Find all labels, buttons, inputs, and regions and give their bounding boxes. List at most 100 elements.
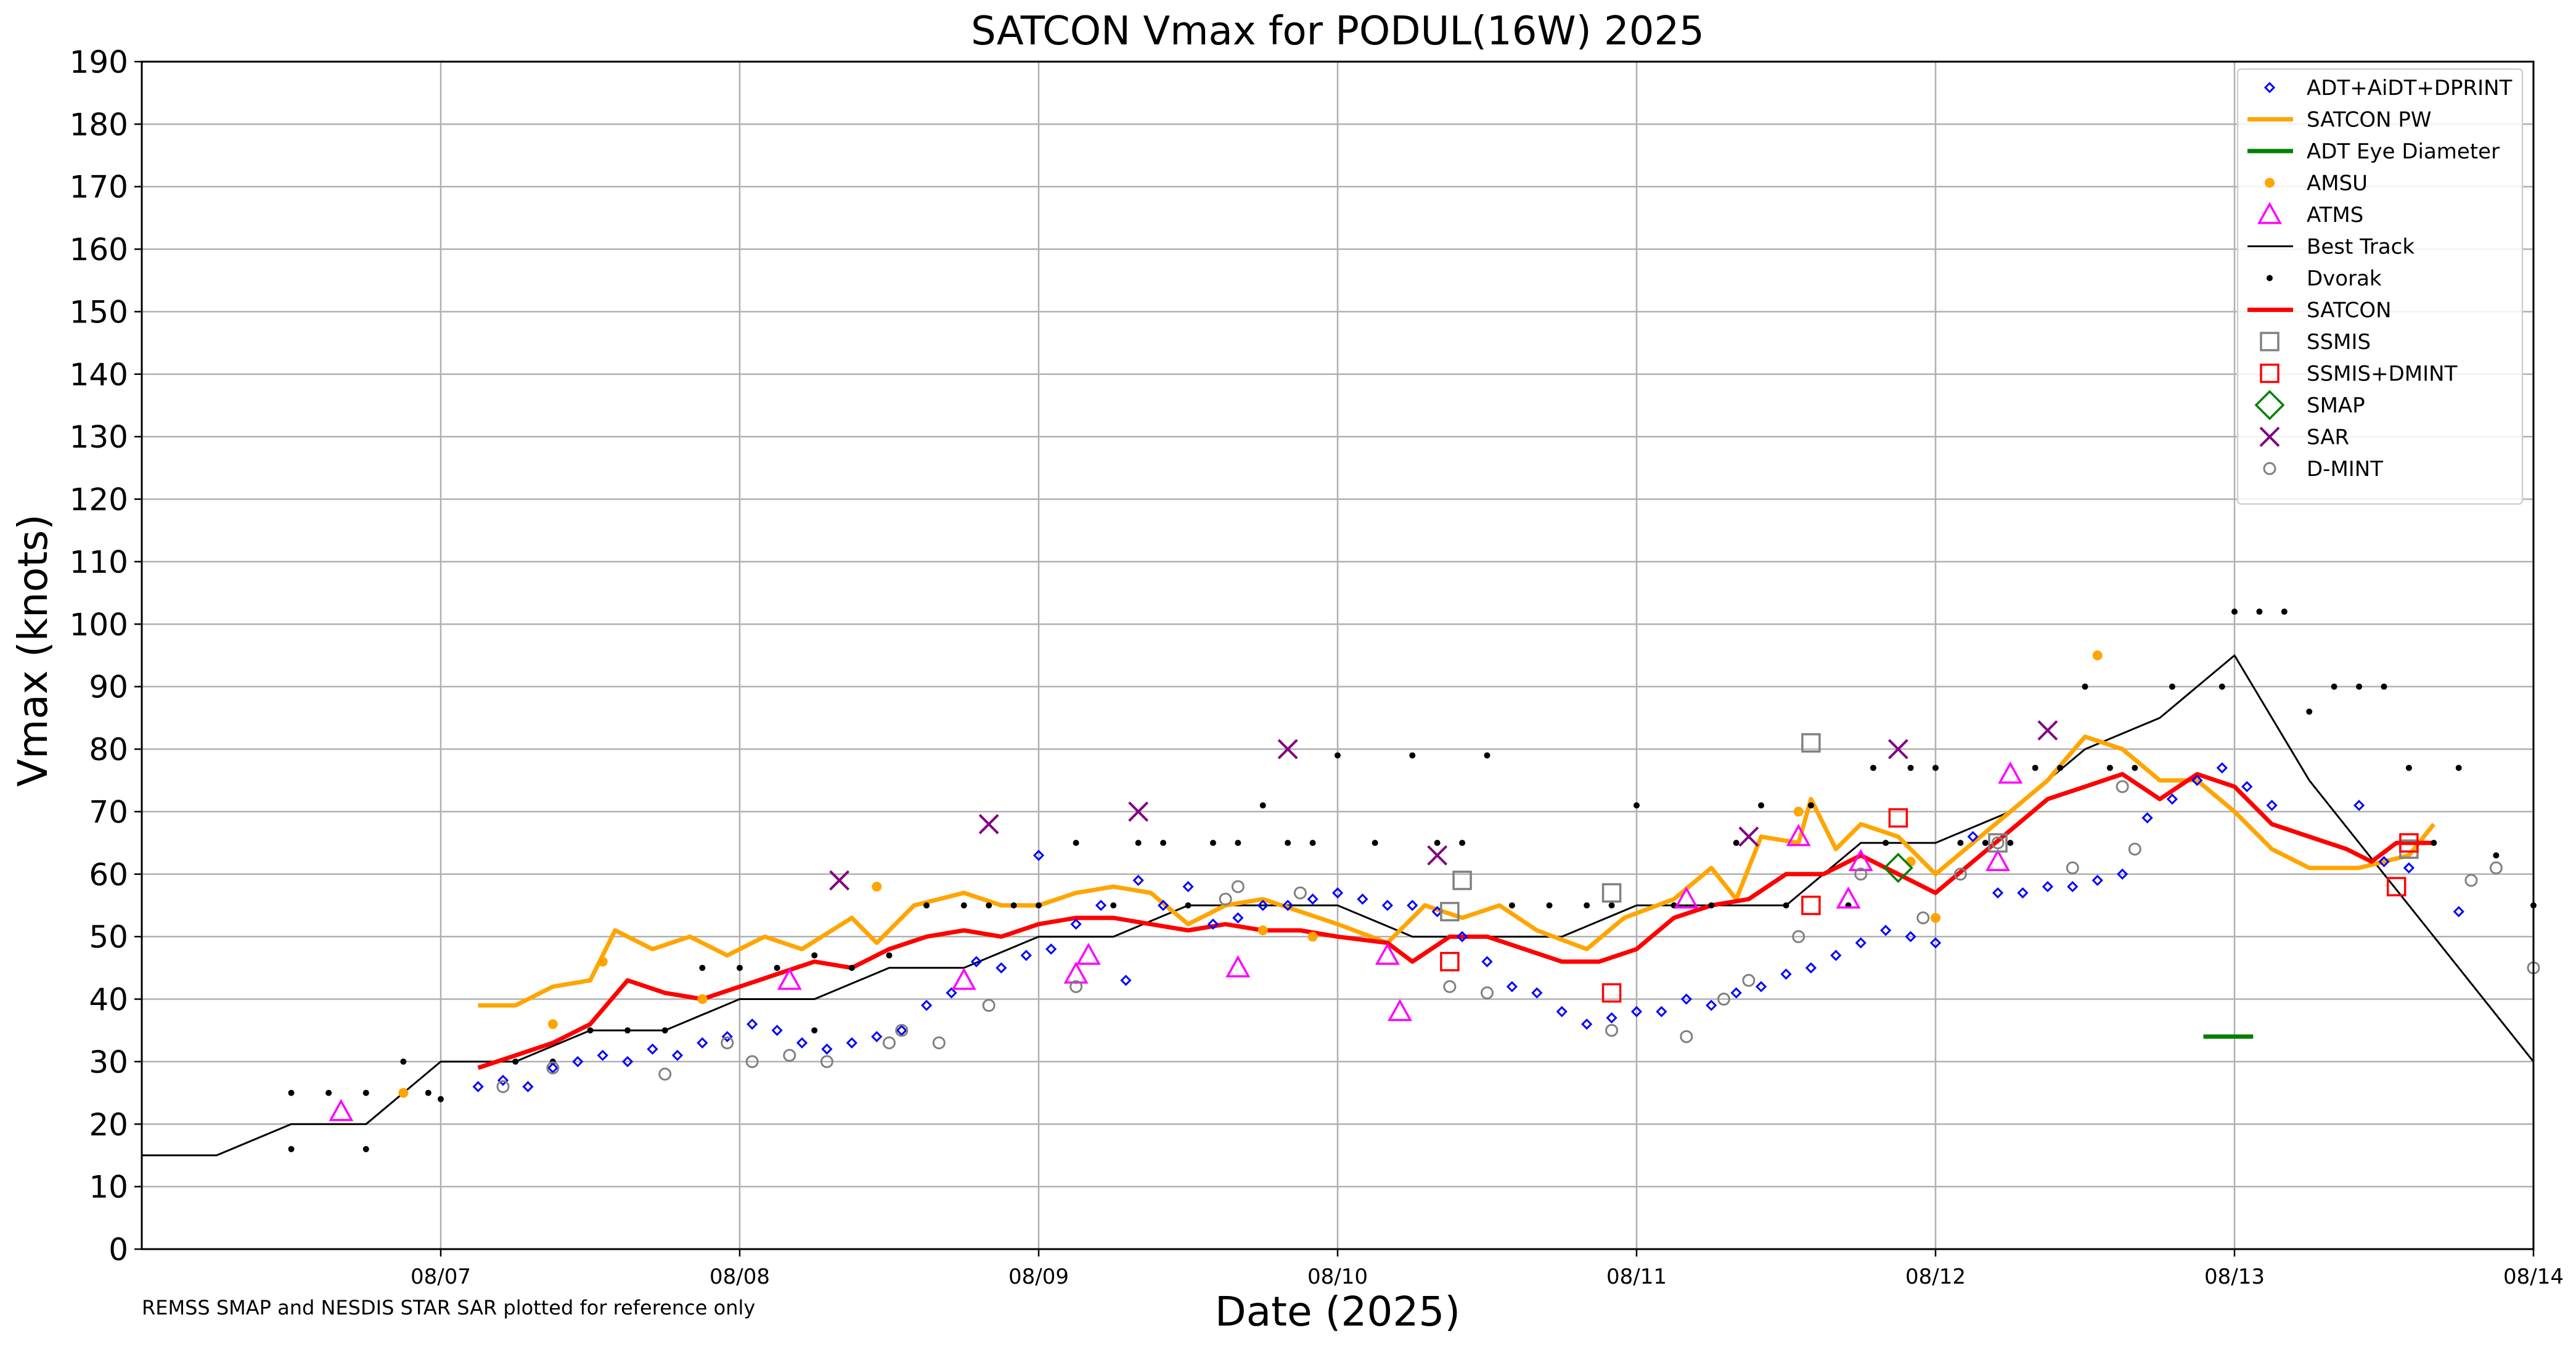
series-amsu — [398, 650, 2103, 1098]
legend-entry-sar: SAR — [2259, 425, 2349, 450]
data-point-amsu — [2092, 650, 2103, 660]
data-point-adt — [1307, 893, 1319, 905]
data-point-adt — [946, 987, 957, 999]
legend-entry-amsu: AMSU — [2265, 171, 2368, 196]
data-point-atms — [777, 967, 802, 990]
data-point-amsu — [697, 994, 708, 1004]
y-tick-label: 140 — [70, 357, 128, 393]
legend-label-eye: ADT Eye Diameter — [2307, 139, 2500, 164]
data-point-sar — [1128, 802, 1149, 822]
data-point-dvorak — [2231, 609, 2238, 615]
series-pw — [478, 734, 2436, 1008]
data-point-dvorak — [2218, 683, 2225, 690]
legend-frame — [2236, 68, 2524, 505]
data-point-dvorak — [811, 1027, 818, 1034]
y-tick-label: 170 — [70, 170, 128, 205]
data-point-dvorak — [2082, 683, 2088, 690]
data-point-dmint — [783, 1049, 796, 1062]
data-point-atms — [1848, 848, 1873, 871]
data-point-dvorak — [2132, 765, 2138, 771]
data-point-adt — [796, 1037, 808, 1049]
data-point-atms — [1063, 961, 1089, 984]
data-point-adt — [647, 1043, 658, 1055]
data-point-adt — [1282, 900, 1294, 911]
data-point-sar — [1427, 845, 1448, 866]
data-point-dvorak — [1932, 765, 1939, 771]
data-point-dvorak — [960, 902, 967, 909]
data-point-sar — [1738, 826, 1759, 847]
data-point-dmint — [982, 999, 996, 1012]
data-point-ssmis — [1452, 871, 1472, 890]
series-atms — [329, 761, 2023, 1121]
data-point-adt — [2453, 906, 2464, 917]
series-line-satcon — [477, 772, 2434, 1070]
data-point-adt — [846, 1037, 857, 1049]
data-point-dvorak — [1584, 902, 1590, 909]
data-point-dmint — [1605, 1023, 1619, 1037]
legend-entry-dmint: D-MINT — [2263, 457, 2383, 482]
data-point-dvorak — [1546, 902, 1553, 909]
legend-label-dvorak: Dvorak — [2307, 266, 2382, 291]
data-point-dvorak — [362, 1146, 369, 1152]
data-point-dvorak — [2306, 708, 2313, 715]
data-point-adt — [1967, 830, 1979, 843]
data-point-atms — [1786, 824, 1811, 847]
data-point-dmint — [1219, 892, 1232, 906]
data-point-adt — [1456, 931, 1468, 943]
data-point-adt — [1905, 931, 1916, 943]
data-point-dvorak — [1883, 840, 1889, 847]
series-line-best — [142, 654, 2535, 1157]
data-point-adt — [472, 1081, 484, 1093]
data-point-adt — [497, 1075, 509, 1086]
legend-marker-dvorak — [2267, 275, 2273, 281]
data-point-dmint — [1742, 974, 1756, 987]
x-tick-label: 08/09 — [1008, 1265, 1069, 1289]
data-point-dvorak — [587, 1027, 594, 1034]
legend-label-dmint: D-MINT — [2307, 457, 2383, 482]
data-point-dmint — [745, 1055, 759, 1068]
data-point-adt — [1706, 999, 1717, 1011]
legend-label-ssmis: SSMIS — [2307, 330, 2371, 355]
data-point-dvorak — [2356, 683, 2363, 690]
data-point-dvorak — [886, 952, 893, 959]
data-point-dvorak — [2057, 765, 2064, 771]
y-tick-label: 110 — [70, 544, 128, 580]
data-point-dvorak — [1409, 752, 1416, 759]
y-tick-label: 50 — [89, 919, 128, 955]
data-point-adt — [2166, 793, 2178, 805]
legend-marker-dmint — [2263, 462, 2276, 475]
y-tick-label: 80 — [89, 732, 128, 768]
data-point-ssmisd — [1440, 951, 1460, 972]
data-point-dmint — [2066, 861, 2079, 875]
y-tick-label: 190 — [70, 44, 128, 80]
data-point-adt — [2191, 774, 2203, 786]
legend-marker-sar — [2259, 427, 2280, 447]
data-point-adt — [2117, 868, 2128, 880]
series-satcon — [477, 772, 2434, 1070]
data-point-dvorak — [2331, 683, 2337, 690]
data-point-adt — [2042, 880, 2053, 893]
data-point-dmint — [496, 1080, 510, 1093]
data-point-amsu — [1793, 806, 1804, 817]
y-tick-label: 100 — [70, 607, 128, 642]
data-point-dvorak — [1135, 840, 1142, 847]
data-point-dmint — [1293, 886, 1307, 900]
data-point-adt — [970, 956, 983, 967]
data-point-sar — [829, 870, 850, 891]
data-point-adt — [1381, 900, 1393, 911]
data-point-atms — [1836, 886, 1861, 909]
data-point-dvorak — [2106, 765, 2113, 771]
x-tick-label: 08/07 — [411, 1265, 471, 1289]
data-point-adt — [1157, 900, 1169, 911]
data-point-adt — [996, 962, 1007, 974]
data-point-atms — [1076, 942, 1101, 965]
data-point-adt — [1656, 1006, 1667, 1017]
data-point-adt — [1331, 887, 1344, 899]
data-point-dvorak — [923, 902, 930, 909]
series-adt — [472, 762, 2464, 1093]
data-point-dvorak — [2405, 765, 2412, 771]
data-point-adt — [1680, 993, 1692, 1005]
data-point-adt — [1506, 981, 1518, 993]
data-point-adt — [2353, 800, 2365, 811]
legend-label-adt: ADT+AiDT+DPRINT — [2307, 76, 2513, 100]
